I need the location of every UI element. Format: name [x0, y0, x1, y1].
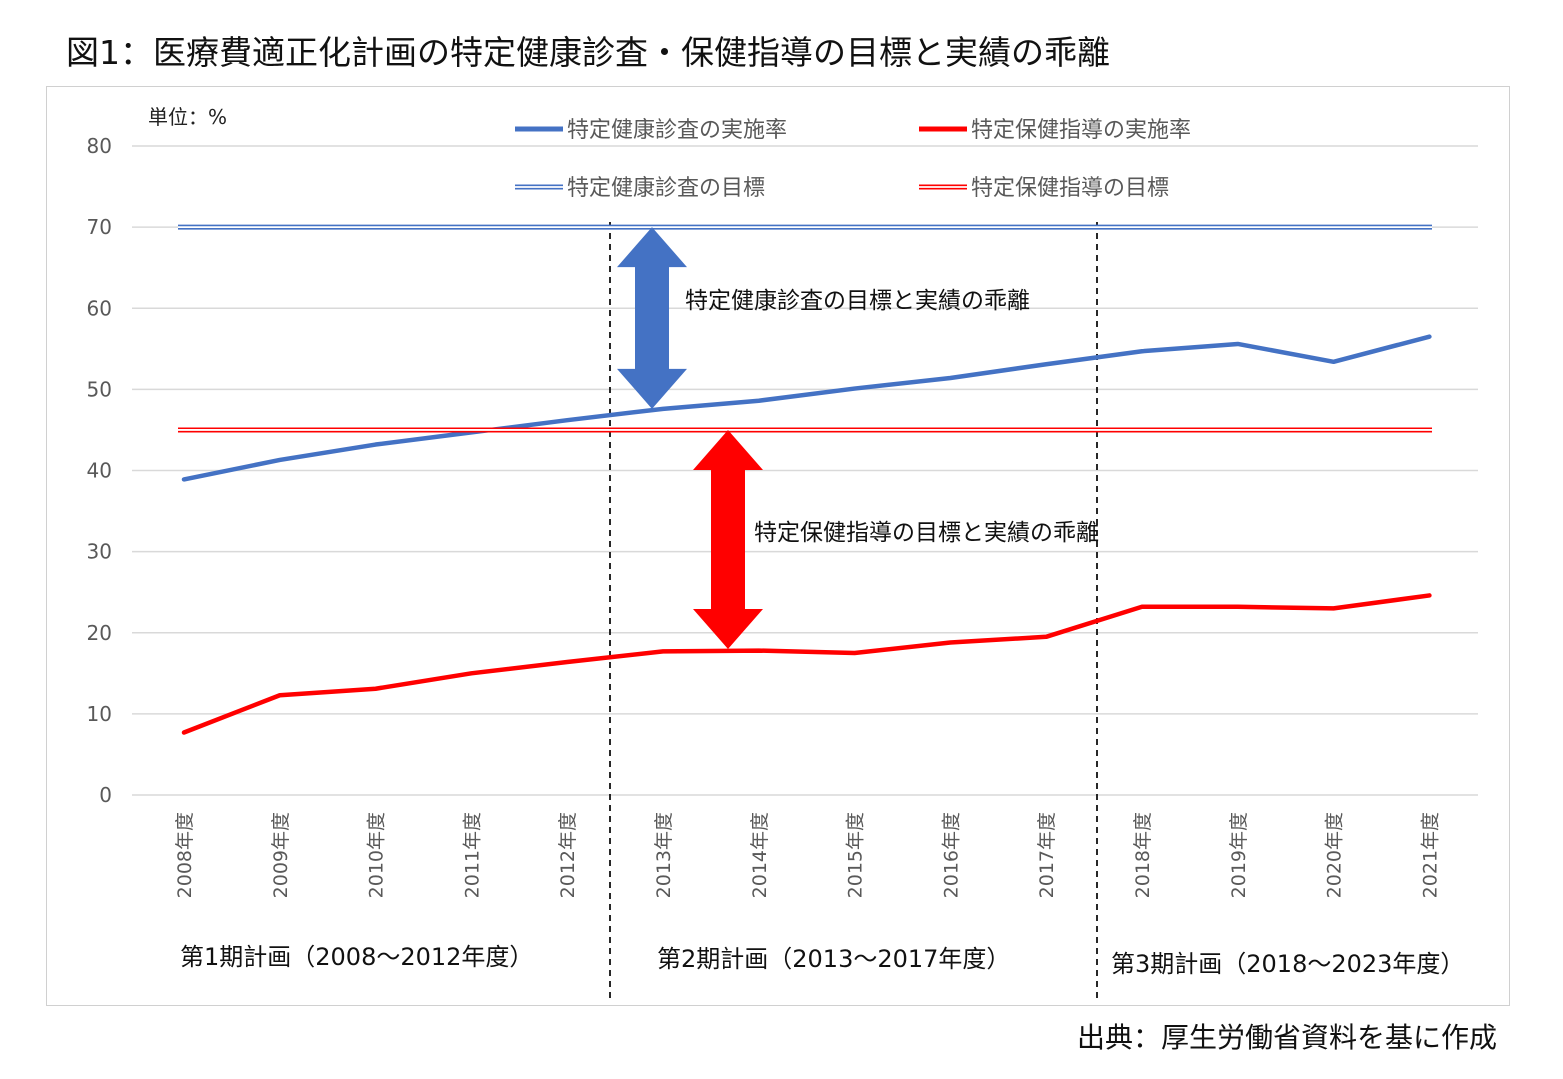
unit-label: 単位：%	[148, 105, 227, 129]
period-label: 第1期計画（2008～2012年度）	[180, 943, 533, 971]
y-tick-label: 20	[87, 621, 112, 645]
x-tick-label: 2012年度	[557, 812, 579, 898]
x-tick-label: 2009年度	[270, 812, 292, 898]
x-tick-label: 2019年度	[1228, 812, 1250, 898]
y-tick-label: 60	[87, 296, 112, 320]
y-tick-label: 10	[87, 702, 112, 726]
x-tick-label: 2013年度	[653, 812, 675, 898]
legend-label: 特定健康診査の目標	[567, 176, 765, 201]
x-tick-label: 2018年度	[1132, 812, 1154, 898]
series-line	[181, 593, 1432, 735]
x-tick-label: 2014年度	[749, 812, 771, 898]
y-tick-labels: 0 10 20 30 40 50 60 70 80	[87, 134, 112, 807]
legend-label: 特定保健指導の目標	[971, 176, 1169, 201]
y-tick-label: 70	[87, 215, 112, 239]
series-line	[181, 334, 1432, 482]
x-tick-label: 2011年度	[461, 812, 483, 898]
gridlines	[132, 145, 1478, 796]
x-tick-label: 2015年度	[845, 812, 867, 898]
source-note: 出典：厚生労働省資料を基に作成	[1076, 1021, 1497, 1054]
x-tick-label: 2020年度	[1324, 812, 1346, 898]
period-label: 第2期計画（2013～2017年度）	[657, 945, 1010, 973]
legend-label: 特定保健指導の実施率	[971, 118, 1191, 143]
gap-label: 特定保健指導の目標と実績の乖離	[754, 520, 1099, 546]
x-tick-label: 2010年度	[366, 812, 388, 898]
gap-label: 特定健康診査の目標と実績の乖離	[685, 288, 1030, 314]
figure-title: 図1：医療費適正化計画の特定健康診査・保健指導の目標と実績の乖離	[66, 33, 1110, 72]
series-lines	[178, 224, 1432, 735]
y-tick-label: 40	[87, 459, 112, 483]
x-tick-label: 2017年度	[1036, 812, 1058, 898]
y-tick-label: 80	[87, 134, 112, 158]
period-label: 第3期計画（2018～2023年度）	[1111, 950, 1464, 978]
y-tick-label: 50	[87, 377, 112, 401]
gap-arrow	[617, 227, 687, 409]
x-tick-labels: 2008年度 2009年度 2010年度 2011年度 2012年度 2013年度 2014…	[174, 812, 1441, 898]
y-tick-label: 30	[87, 540, 112, 564]
y-tick-label: 0	[99, 783, 112, 807]
period-dividers: 第1期計画（2008～2012年度） 第2期計画（2013～2017年度） 第3期計…	[180, 222, 1464, 1000]
gap-arrow	[693, 429, 763, 649]
x-tick-label: 2016年度	[940, 812, 962, 898]
legend-label: 特定健康診査の実施率	[567, 118, 787, 143]
x-tick-label: 2021年度	[1419, 812, 1441, 898]
chart-frame	[46, 86, 1510, 1006]
x-tick-label: 2008年度	[174, 812, 196, 898]
